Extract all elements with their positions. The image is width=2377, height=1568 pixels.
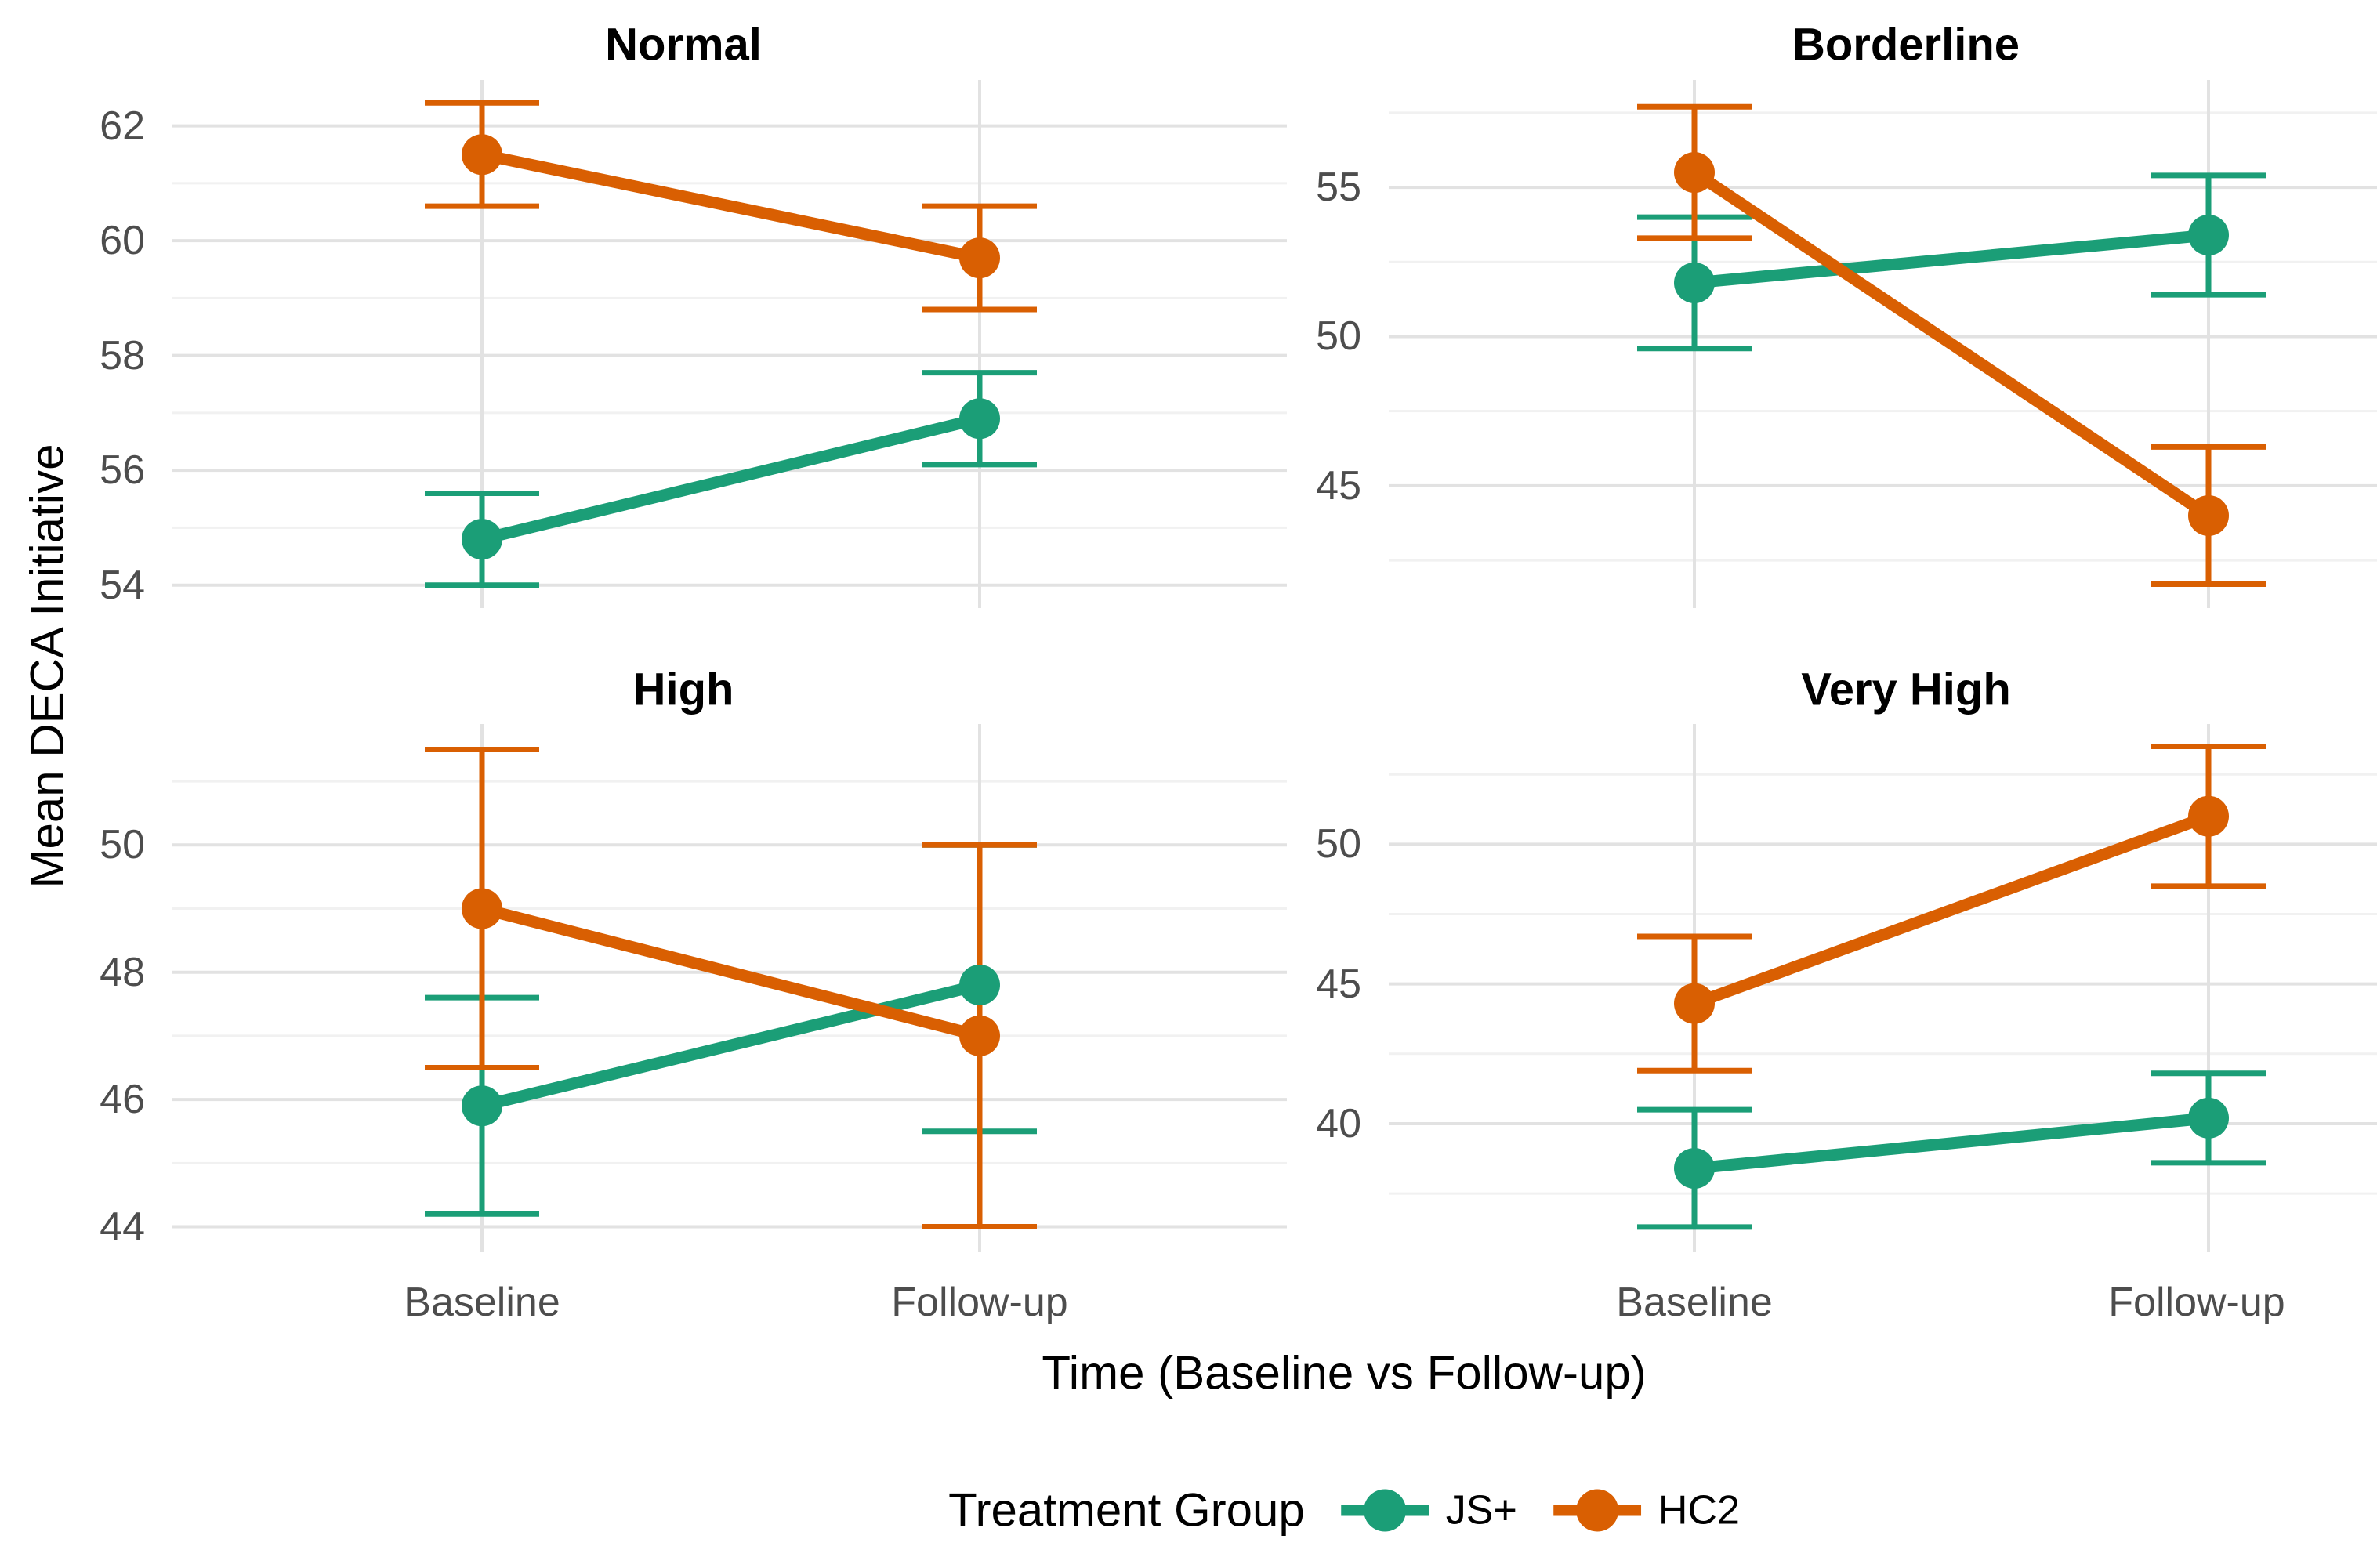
data-point-JS+ bbox=[1674, 262, 1715, 303]
data-point-HC2 bbox=[462, 134, 502, 176]
y-tick-label: 46 bbox=[100, 1077, 145, 1123]
x-axis-title: Time (Baseline vs Follow-up) bbox=[1042, 1346, 1647, 1400]
data-point-JS+ bbox=[462, 1085, 502, 1127]
data-point-HC2 bbox=[2188, 494, 2229, 536]
data-point-HC2 bbox=[2188, 795, 2229, 837]
x-tick-label: Baseline bbox=[1616, 1280, 1773, 1325]
series-line-JS+ bbox=[1694, 229, 2209, 289]
y-tick-label: 56 bbox=[100, 447, 145, 494]
y-tick-label: 62 bbox=[100, 103, 145, 149]
series-line-HC2 bbox=[1692, 810, 2211, 1009]
legend-item-hc2: HC2 bbox=[1553, 1485, 1740, 1535]
legend-label-jsplus: JS+ bbox=[1445, 1487, 1517, 1533]
series-line-HC2 bbox=[1690, 167, 2212, 521]
y-tick-label: 60 bbox=[100, 218, 145, 264]
y-tick-label: 50 bbox=[1316, 821, 1361, 867]
y-tick-label: 50 bbox=[100, 822, 145, 868]
x-tick-label: Follow-up bbox=[891, 1280, 1068, 1325]
x-tick-label: Baseline bbox=[404, 1280, 560, 1325]
facet-title-normal: Normal bbox=[605, 19, 762, 71]
data-point-HC2 bbox=[959, 237, 1000, 279]
y-tick-label: 48 bbox=[100, 949, 145, 995]
y-tick-label: 45 bbox=[1316, 462, 1361, 509]
legend: Treatment Group JS+ HC2 bbox=[948, 1483, 1740, 1537]
data-point-HC2 bbox=[462, 888, 502, 929]
y-axis-title: Mean DECA Initiative bbox=[20, 444, 74, 889]
y-tick-label: 45 bbox=[1316, 961, 1361, 1007]
series-line-JS+ bbox=[480, 412, 981, 545]
series-line-JS+ bbox=[480, 979, 981, 1112]
series-line-HC2 bbox=[480, 903, 981, 1042]
data-point-JS+ bbox=[959, 398, 1000, 440]
panel-normal bbox=[172, 80, 1287, 608]
panel-high bbox=[172, 724, 1287, 1252]
data-point-JS+ bbox=[2188, 215, 2229, 256]
y-tick-label: 58 bbox=[100, 332, 145, 378]
data-point-JS+ bbox=[2188, 1097, 2229, 1139]
legend-title: Treatment Group bbox=[948, 1483, 1305, 1537]
series-line-HC2 bbox=[480, 148, 981, 264]
series-line-JS+ bbox=[1694, 1112, 2209, 1175]
y-tick-label: 44 bbox=[100, 1204, 145, 1250]
facet-title-very-high: Very High bbox=[1801, 664, 2011, 715]
y-tick-label: 40 bbox=[1316, 1100, 1361, 1146]
legend-item-jsplus: JS+ bbox=[1340, 1485, 1517, 1535]
data-point-JS+ bbox=[959, 964, 1000, 1005]
y-tick-label: 54 bbox=[100, 562, 145, 608]
data-point-JS+ bbox=[1674, 1148, 1715, 1190]
data-point-HC2 bbox=[1674, 983, 1715, 1024]
panel-very-high bbox=[1389, 724, 2377, 1252]
data-point-HC2 bbox=[959, 1015, 1000, 1056]
data-point-HC2 bbox=[1674, 152, 1715, 194]
y-tick-label: 55 bbox=[1316, 165, 1361, 211]
legend-label-hc2: HC2 bbox=[1658, 1487, 1740, 1533]
legend-key-hc2-icon bbox=[1553, 1489, 1641, 1531]
legend-key-jsplus-icon bbox=[1340, 1489, 1429, 1531]
data-point-JS+ bbox=[462, 519, 502, 560]
panel-borderline bbox=[1389, 80, 2377, 608]
y-tick-label: 50 bbox=[1316, 313, 1361, 360]
x-tick-label: Follow-up bbox=[2108, 1280, 2285, 1325]
facet-title-borderline: Borderline bbox=[1792, 19, 2020, 71]
facet-title-high: High bbox=[632, 664, 734, 715]
